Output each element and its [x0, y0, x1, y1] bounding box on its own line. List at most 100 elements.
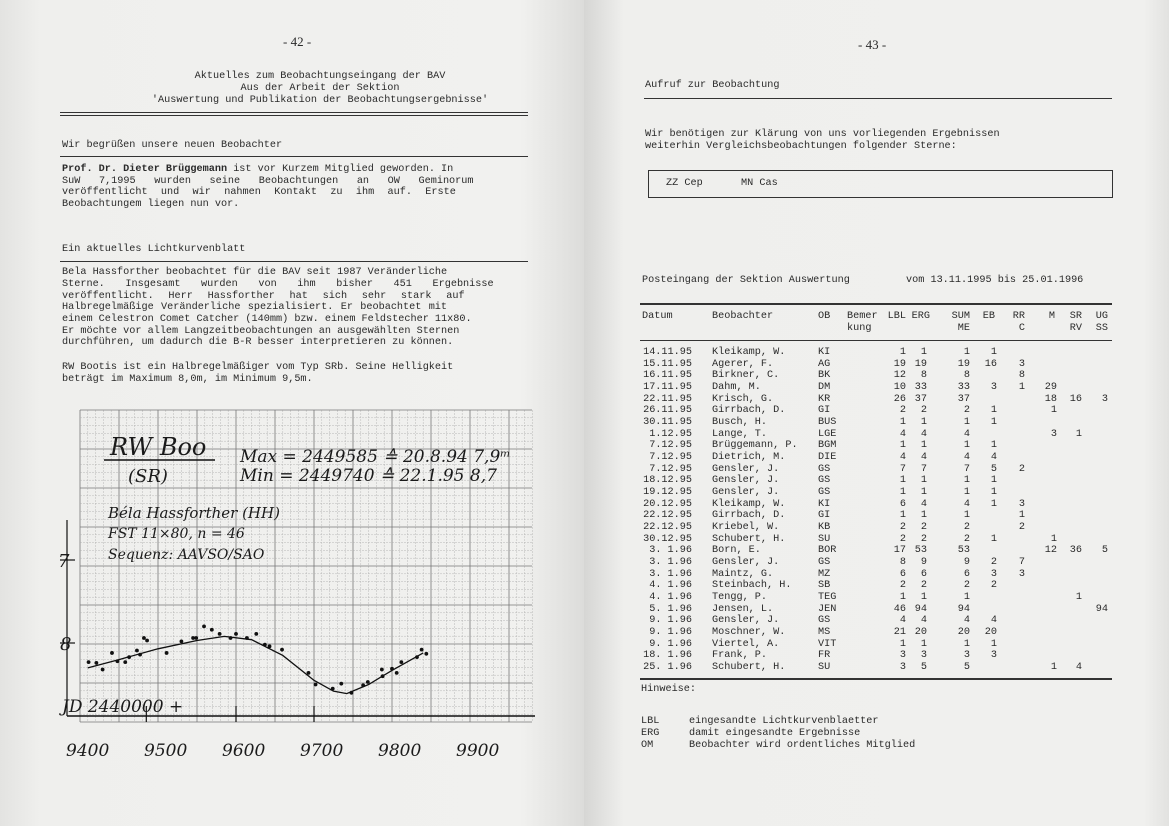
cell-lbl: 1: [899, 592, 906, 604]
cell-sum: 9: [963, 557, 970, 569]
cell-ob: DM: [818, 382, 831, 393]
cell-rrc: 3: [1018, 358, 1025, 370]
cell-lbl: 6: [899, 568, 906, 580]
data-point: [217, 631, 222, 636]
cell-ob: GS: [818, 487, 831, 499]
paragraph-line: veröffentlicht und wir nahmen Kontakt zu…: [62, 187, 456, 198]
data-point: [94, 661, 99, 665]
cell-rrc: 7: [1018, 557, 1025, 569]
paragraph-line: einem Celestron Comet Catcher (140mm) bz…: [62, 314, 472, 325]
section-heading-lightcurve: Ein aktuelles Lichtkurvenblatt: [62, 244, 246, 255]
star-type: (SR): [128, 466, 168, 487]
paragraph-line: Beobachtungem liegen nun vor.: [62, 199, 240, 210]
intake-title: Posteingang der Sektion Auswertung: [642, 275, 850, 286]
paragraph-line: Wir benötigen zur Klärung von uns vorlie…: [645, 129, 1000, 140]
cell-eb: 1: [990, 533, 997, 545]
data-point: [142, 636, 146, 640]
data-point: [379, 667, 384, 672]
cell-sum: 1: [963, 440, 970, 452]
cell-ob: SU: [818, 662, 831, 674]
cell-datum: 22.12.95: [643, 510, 692, 522]
column-header-ugss: SS: [1095, 323, 1108, 334]
data-point: [123, 660, 128, 664]
light-curve-sheet: RW Boo (SR) Max = 2449585 ≙ 20.8.94 7,9ᵐ…: [58, 409, 535, 761]
cell-datum: 7.12.95: [649, 440, 692, 452]
cell-ugss: 3: [1101, 393, 1108, 405]
cell-sum: 94: [957, 603, 970, 615]
instrument-annotation: FST 11×80, n = 46: [107, 526, 245, 542]
column-header-eb: EB: [982, 311, 995, 322]
cell-lbl: 2: [899, 580, 906, 592]
cell-observer: Gensler, J.: [712, 475, 780, 487]
cell-ob: GI: [818, 405, 831, 417]
cell-lbl: 3: [899, 662, 906, 674]
cell-observer: Lange, T.: [712, 428, 768, 440]
cell-ob: SU: [818, 533, 831, 545]
cell-sum: 1: [963, 417, 970, 429]
x-tick-label: 9800: [378, 741, 421, 761]
data-point: [262, 642, 267, 647]
section-rule: [644, 98, 1112, 99]
column-header-ugss: UG: [1095, 311, 1108, 322]
data-point: [191, 636, 196, 640]
cell-sum: 19: [957, 358, 970, 370]
cell-lbl: 1: [899, 487, 906, 499]
cell-ob: JEN: [818, 603, 837, 615]
cell-datum: 3. 1.96: [649, 545, 692, 557]
cell-observer: Maintz, G.: [712, 568, 774, 580]
cell-ugss: 94: [1095, 603, 1108, 615]
cell-ob: GS: [818, 557, 831, 569]
y-tick-label: 8: [60, 634, 71, 655]
cell-datum: 17.11.95: [643, 382, 692, 393]
cell-sum: 20: [957, 627, 970, 639]
cell-datum: 18. 1.96: [643, 650, 692, 662]
cell-eb: 1: [990, 347, 997, 358]
cell-observer: Born, E.: [712, 545, 761, 557]
cell-erg: 1: [920, 592, 927, 604]
cell-sum: 4: [963, 428, 970, 440]
cell-srrv: 1: [1075, 592, 1082, 604]
data-point: [330, 686, 335, 691]
cell-datum: 4. 1.96: [649, 592, 692, 604]
cell-erg: 4: [920, 428, 927, 440]
cell-datum: 30.12.95: [643, 533, 692, 545]
handwritten-annotations: RW Boo (SR) Max = 2449585 ≙ 20.8.94 7,9ᵐ…: [58, 433, 511, 717]
x-tick-labels: 9400 9500 9600 9700 9800 9900: [66, 741, 499, 761]
paragraph-line: durchführen, um dadurch die B-R besser i…: [62, 337, 454, 348]
star-item: MN Cas: [741, 178, 778, 189]
max-annotation: Max = 2449585 ≙ 20.8.94 7,9ᵐ: [239, 447, 511, 467]
column-header-sum: SUM: [951, 311, 970, 322]
cell-sum: 2: [963, 405, 970, 417]
cell-erg: 1: [920, 347, 927, 358]
cell-sum: 7: [963, 463, 970, 475]
cell-datum: 14.11.95: [643, 347, 692, 358]
cell-erg: 1: [920, 510, 927, 522]
cell-eb: 5: [990, 463, 997, 475]
data-point: [390, 666, 394, 671]
data-point: [110, 651, 114, 655]
cell-ob: BUS: [818, 417, 837, 429]
cell-ob: TEG: [818, 592, 837, 604]
note-abbr: LBL: [641, 716, 660, 727]
cell-lbl: 2: [899, 405, 906, 417]
cell-erg: 4: [920, 452, 927, 464]
cell-m: 12: [1044, 545, 1057, 557]
cell-lbl: 7: [899, 463, 906, 475]
cell-erg: 94: [914, 603, 927, 615]
cell-sum: 1: [963, 347, 970, 358]
cell-ob: KI: [818, 347, 831, 358]
cell-observer: Schubert, H.: [712, 533, 786, 545]
data-point: [164, 651, 169, 655]
cell-datum: 1.12.95: [649, 428, 692, 440]
cell-erg: 1: [920, 638, 927, 650]
sequence-annotation: Sequenz: AAVSO/SAO: [108, 547, 265, 563]
title-line: 'Auswertung und Publikation der Beobacht…: [151, 95, 489, 106]
cell-observer: Frank, P.: [712, 650, 768, 662]
min-annotation: Min = 2449740 ≙ 22.1.95 8,7: [239, 466, 497, 486]
fit-curve: [87, 635, 424, 695]
data-point: [127, 655, 132, 660]
cell-lbl: 1: [899, 347, 906, 358]
data-point: [245, 636, 249, 640]
cell-lbl: 10: [893, 382, 906, 393]
cell-ob: MZ: [818, 568, 831, 580]
